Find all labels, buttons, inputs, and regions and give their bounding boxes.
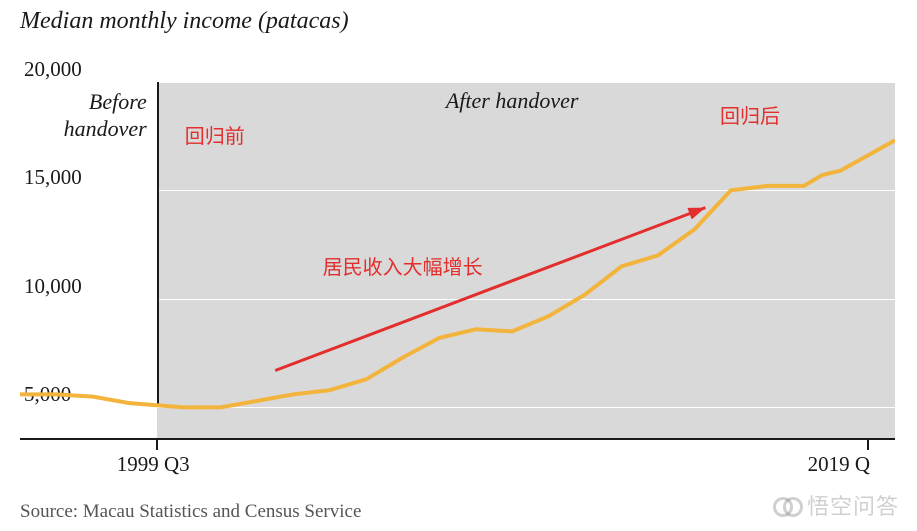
watermark-text: 悟空问答	[807, 494, 899, 519]
x-tick-label: 1999 Q3	[117, 452, 190, 477]
after-handover-label: After handover	[446, 88, 579, 114]
x-axis	[20, 438, 895, 440]
chart-area: 5,00010,00015,00020,000 Before handover …	[20, 60, 895, 440]
before-handover-label: Before handover	[64, 88, 147, 143]
before-line2: handover	[64, 116, 147, 141]
watermark: 悟空问答	[773, 489, 899, 521]
annotation-after-cn: 回归后	[720, 100, 780, 129]
x-tick-label: 2019 Q	[808, 452, 870, 477]
annotation-before-cn: 回归前	[185, 120, 245, 149]
source-text: Source: Macau Statistics and Census Serv…	[20, 501, 361, 523]
watermark-icon	[773, 497, 803, 517]
chart-title: Median monthly income (patacas)	[20, 8, 349, 35]
before-line1: Before	[89, 89, 147, 114]
x-tick-mark	[156, 440, 158, 450]
annotation-growth-cn: 居民收入大幅增长	[323, 251, 483, 280]
x-tick-mark	[867, 440, 869, 450]
